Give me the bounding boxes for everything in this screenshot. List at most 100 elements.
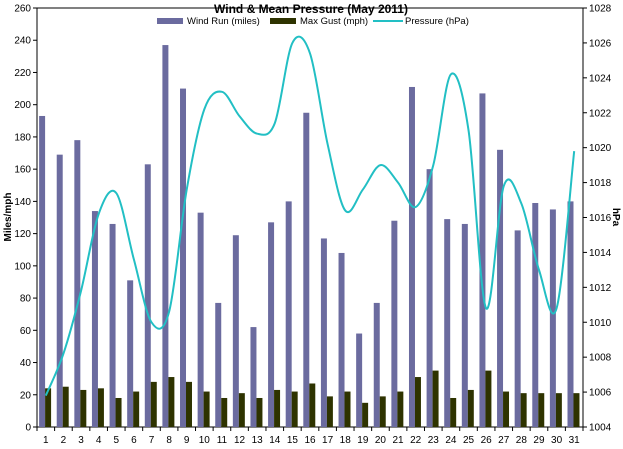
y-tick-label-left: 220 (14, 68, 31, 79)
y-tick-label-left: 200 (14, 100, 31, 111)
max-gust-bar (573, 393, 580, 427)
y-axis-title-left: Miles/mph (3, 193, 14, 242)
x-tick-label: 26 (481, 435, 493, 446)
y-tick-label-right: 1016 (589, 213, 612, 224)
max-gust-bar (186, 381, 192, 427)
wind-run-bar (514, 230, 521, 427)
y-tick-label-right: 1006 (589, 388, 612, 399)
x-tick-label: 4 (96, 435, 102, 446)
x-tick-label: 23 (428, 435, 440, 446)
max-gust-bar (203, 391, 210, 427)
y-tick-label-left: 0 (25, 423, 31, 434)
plot-area: 0204060801001201401601802002202402601004… (14, 4, 611, 447)
y-tick-label-left: 140 (14, 197, 31, 208)
wind-run-bar (444, 219, 451, 427)
x-tick-label: 9 (184, 435, 190, 446)
wind-run-bar (426, 169, 433, 427)
max-gust-bar (168, 377, 175, 427)
max-gust-bar (274, 389, 281, 427)
x-tick-label: 21 (393, 435, 405, 446)
x-tick-label: 12 (234, 435, 246, 446)
y-tick-label-right: 1008 (589, 353, 612, 364)
x-tick-label: 28 (516, 435, 528, 446)
wind-run-bar (461, 223, 468, 427)
y-tick-label-right: 1004 (589, 423, 612, 434)
max-gust-bar (62, 386, 69, 427)
wind-run-bar (497, 149, 504, 428)
y-tick-label-right: 1024 (589, 73, 612, 84)
y-tick-label-left: 40 (20, 358, 32, 369)
x-tick-label: 22 (410, 435, 422, 446)
pressure-line (44, 35, 576, 396)
chart-title: Wind & Mean Pressure (May 2011) (214, 2, 408, 16)
max-gust-bar (150, 381, 157, 427)
x-tick-label: 29 (533, 435, 545, 446)
wind-run-bar (373, 302, 380, 427)
y-tick-label-right: 1020 (589, 143, 612, 154)
wind-run-bar (56, 154, 63, 427)
x-tick-label: 15 (287, 435, 299, 446)
y-tick-label-left: 240 (14, 36, 31, 47)
wind-run-bar (109, 223, 116, 427)
x-tick-label: 14 (269, 435, 281, 446)
y-tick-label-left: 180 (14, 132, 31, 143)
wind-run-bar (232, 235, 239, 427)
y-tick-label-right: 1014 (589, 248, 612, 259)
y-tick-label-left: 160 (14, 165, 31, 176)
x-tick-label: 16 (304, 435, 316, 446)
max-gust-bar (397, 391, 404, 427)
x-tick-label: 10 (199, 435, 211, 446)
wind-run-bar (285, 201, 292, 427)
wind-run-bar (144, 164, 151, 428)
wind-run-bar (74, 140, 81, 427)
max-gust-bar (291, 391, 298, 427)
max-gust-bar (133, 391, 140, 427)
wind-run-bar (479, 93, 486, 428)
x-tick-label: 13 (252, 435, 264, 446)
max-gust-bar (344, 391, 351, 427)
y-tick-label-right: 1018 (589, 178, 612, 189)
x-tick-label: 30 (551, 435, 563, 446)
x-tick-label: 25 (463, 435, 475, 446)
max-gust-bar (309, 383, 316, 427)
wind-run-bar (532, 202, 539, 427)
y-axis-title-right: hPa (610, 208, 621, 227)
wind-run-bar (250, 327, 257, 427)
x-tick-label: 5 (113, 435, 119, 446)
y-tick-label-right: 1010 (589, 318, 612, 329)
y-tick-label-left: 100 (14, 261, 31, 272)
wind-run-bar (162, 45, 169, 428)
max-gust-bar (238, 393, 245, 427)
max-gust-bar (97, 388, 104, 427)
max-gust-bar (256, 397, 263, 427)
x-tick-label: 8 (166, 435, 172, 446)
wind-run-bar (197, 212, 204, 427)
y-tick-label-right: 1022 (589, 108, 612, 119)
legend-label-max-gust: Max Gust (mph) (300, 16, 368, 27)
y-tick-label-left: 120 (14, 229, 31, 240)
wind-run-bar (268, 222, 275, 427)
x-tick-label: 31 (569, 435, 581, 446)
x-tick-label: 20 (375, 435, 387, 446)
max-gust-bar (432, 370, 439, 427)
max-gust-bar (362, 402, 369, 427)
wind-run-bar (303, 112, 310, 427)
wind-run-bar (567, 201, 574, 427)
max-gust-bar (326, 396, 333, 427)
max-gust-bar (503, 391, 510, 427)
wind-run-bar (549, 209, 556, 427)
wind-run-bar (338, 252, 345, 427)
x-tick-label: 27 (498, 435, 510, 446)
y-tick-label-left: 80 (20, 294, 32, 305)
max-gust-bar (538, 393, 545, 427)
x-tick-label: 6 (131, 435, 137, 446)
wind-run-bar (356, 333, 363, 427)
legend-swatch-max-gust (270, 18, 296, 24)
wind-run-bar (180, 88, 187, 428)
wind-run-bar (320, 238, 327, 427)
max-gust-bar (80, 389, 87, 427)
wind-run-bar (408, 86, 415, 427)
max-gust-bar (467, 389, 474, 427)
